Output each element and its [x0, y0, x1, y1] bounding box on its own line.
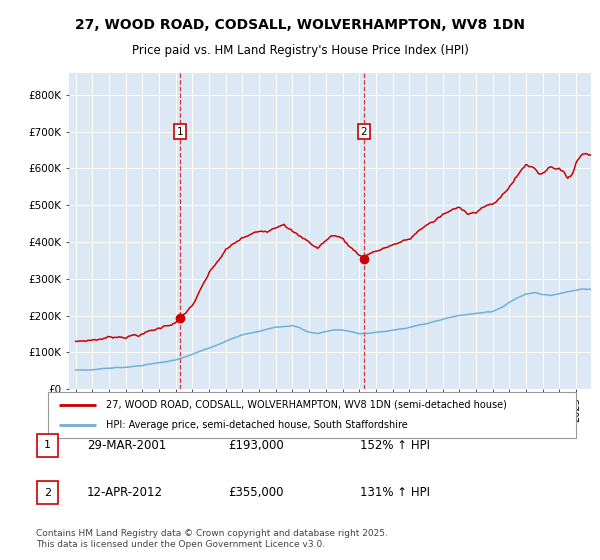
- Text: 2: 2: [44, 488, 51, 498]
- Text: 2: 2: [361, 127, 367, 137]
- Text: 27, WOOD ROAD, CODSALL, WOLVERHAMPTON, WV8 1DN (semi-detached house): 27, WOOD ROAD, CODSALL, WOLVERHAMPTON, W…: [106, 400, 507, 410]
- Text: Contains HM Land Registry data © Crown copyright and database right 2025.
This d: Contains HM Land Registry data © Crown c…: [36, 529, 388, 549]
- Text: 131% ↑ HPI: 131% ↑ HPI: [360, 486, 430, 500]
- Text: 12-APR-2012: 12-APR-2012: [87, 486, 163, 500]
- FancyBboxPatch shape: [37, 434, 58, 456]
- Text: 27, WOOD ROAD, CODSALL, WOLVERHAMPTON, WV8 1DN: 27, WOOD ROAD, CODSALL, WOLVERHAMPTON, W…: [75, 18, 525, 32]
- Text: £355,000: £355,000: [228, 486, 284, 500]
- Text: £193,000: £193,000: [228, 438, 284, 452]
- Text: 29-MAR-2001: 29-MAR-2001: [87, 438, 166, 452]
- FancyBboxPatch shape: [37, 482, 58, 504]
- FancyBboxPatch shape: [48, 392, 576, 438]
- Text: 152% ↑ HPI: 152% ↑ HPI: [360, 438, 430, 452]
- Text: HPI: Average price, semi-detached house, South Staffordshire: HPI: Average price, semi-detached house,…: [106, 420, 408, 430]
- Text: 1: 1: [176, 127, 183, 137]
- Text: Price paid vs. HM Land Registry's House Price Index (HPI): Price paid vs. HM Land Registry's House …: [131, 44, 469, 57]
- Text: 1: 1: [44, 440, 51, 450]
